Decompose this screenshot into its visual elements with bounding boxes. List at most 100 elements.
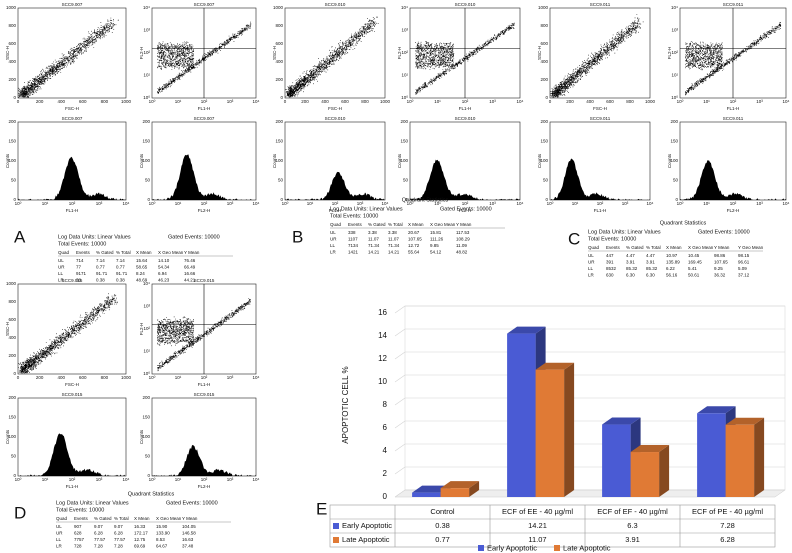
- bar: [725, 424, 755, 497]
- x-tick-label: 600: [79, 99, 87, 104]
- plot-title: SCC9.007: [62, 2, 83, 7]
- stats-cell: 58.65: [136, 265, 148, 270]
- bar-side: [659, 445, 670, 497]
- bar: [507, 333, 536, 497]
- y-tick-label: 10⁴: [671, 5, 678, 10]
- stats-cell: 77.57: [94, 537, 106, 542]
- x-tick-label: 200: [36, 99, 44, 104]
- histogram: [152, 154, 256, 200]
- y-tick-label: 10²: [671, 50, 678, 55]
- stats-cell: 8532: [606, 266, 617, 271]
- x-tick-label: 10¹: [175, 201, 182, 206]
- table-series-name: Late Apoptotic: [342, 535, 390, 544]
- x-axis-label: FL1-H: [727, 106, 740, 111]
- x-tick-label: 10⁴: [253, 375, 260, 380]
- stats-cell: UR: [58, 265, 65, 270]
- plot-title: SCC9.011: [590, 116, 611, 121]
- x-axis-label: FL1-H: [459, 106, 472, 111]
- grid-depth: [394, 351, 406, 360]
- stats-cell: LL: [588, 266, 594, 271]
- scatter-dots: [550, 14, 644, 98]
- stats-cell: 7.14: [96, 258, 105, 263]
- data-label: 11.07: [528, 535, 546, 544]
- stats-header: % Gated: [96, 250, 114, 255]
- bar: [440, 488, 470, 497]
- y-axis-label: FL2-H: [139, 47, 144, 60]
- x-axis-label: FL1-H: [594, 208, 607, 213]
- plot-title: SCC9.015: [62, 392, 83, 397]
- stats-cell: 9.07: [114, 524, 123, 529]
- x-tick-label: 10⁰: [282, 201, 289, 206]
- stats-gated: Gated Events: 10000: [166, 500, 218, 506]
- x-axis-label: FL2-H: [727, 208, 740, 213]
- y-tick-label: 1000: [6, 281, 17, 286]
- x-tick-label: 800: [101, 375, 109, 380]
- stats-cell: 7134: [348, 243, 359, 248]
- y-axis-label: Counts: [537, 153, 542, 168]
- stats-cell: 1421: [348, 250, 359, 255]
- x-tick-label: 0: [17, 375, 20, 380]
- x-axis-label: FSC-H: [65, 106, 79, 111]
- stats-cell: 9.07: [94, 524, 103, 529]
- x-tick-label: 10²: [730, 99, 737, 104]
- histogram: [550, 158, 650, 200]
- x-tick-label: 10¹: [175, 477, 182, 482]
- stats-cell: 85.32: [646, 266, 658, 271]
- stats-header: Events: [348, 222, 363, 227]
- stats-cell: 44.21: [184, 278, 196, 283]
- y-tick-label: 1000: [538, 5, 549, 10]
- stats-cell: 77: [76, 265, 82, 270]
- data-label: 14.21: [528, 521, 547, 530]
- stats-header: % Gated: [626, 245, 644, 250]
- y-axis-label: FL2-H: [139, 323, 144, 336]
- y-tick-label: 200: [8, 77, 16, 82]
- x-tick-label: ECF of EE - 40 µg/ml: [502, 507, 573, 516]
- stats-cell: 3.38: [388, 230, 397, 235]
- scatter-dots: [157, 21, 252, 94]
- grid-depth: [394, 420, 406, 429]
- stats-cell: 447: [606, 253, 614, 258]
- x-tick-label: 10⁴: [253, 201, 260, 206]
- stats-header: Y Mean: [182, 516, 198, 521]
- stats-cell: 20.67: [408, 230, 420, 235]
- stats-cell: LR: [56, 544, 63, 549]
- histogram: [18, 433, 126, 476]
- x-tick-label: 10¹: [175, 99, 182, 104]
- y-axis-label: SSC-H: [5, 322, 10, 336]
- plot-title: SCC9.010: [325, 2, 346, 7]
- stats-cell: LR: [588, 273, 595, 278]
- stats-units: Log Data Units: Linear Values: [58, 234, 131, 240]
- bar-side: [469, 481, 480, 497]
- bar-top: [602, 417, 641, 425]
- panel-label: C: [568, 229, 580, 248]
- histogram: [680, 160, 786, 200]
- plot-title: SCC9.010: [325, 116, 346, 121]
- y-axis-label: Counts: [139, 153, 144, 168]
- x-tick-label: 10¹: [307, 201, 314, 206]
- stats-cell: 108.29: [456, 237, 470, 242]
- x-tick-label: 10¹: [175, 375, 182, 380]
- stats-total: Total Events: 10000: [330, 213, 378, 219]
- stats-header: X Mean: [134, 516, 150, 521]
- y-tick-label: 0: [147, 473, 150, 478]
- x-tick-label: 10⁰: [149, 201, 156, 206]
- stats-header: Quad: [58, 250, 70, 255]
- stats-cell: 37.12: [738, 273, 750, 278]
- stats-cell: 54.34: [158, 265, 170, 270]
- panel-label: B: [292, 227, 303, 246]
- stats-cell: 85.32: [626, 266, 638, 271]
- bar-side: [564, 362, 575, 497]
- stats-cell: 7.14: [116, 258, 125, 263]
- histogram: [410, 159, 520, 200]
- y-axis-label: FL2-H: [667, 47, 672, 60]
- x-axis-label: FL1-H: [66, 484, 79, 489]
- x-tick-label: 10⁴: [123, 477, 130, 482]
- bar-top: [535, 362, 575, 370]
- stats-gated: Gated Events: 10000: [440, 206, 492, 212]
- y-tick-label: 10¹: [671, 73, 678, 78]
- x-tick-label: 10⁴: [517, 201, 524, 206]
- x-tick-label: 10¹: [434, 201, 441, 206]
- y-axis-label: Counts: [667, 153, 672, 168]
- x-tick-label: 10¹: [42, 477, 49, 482]
